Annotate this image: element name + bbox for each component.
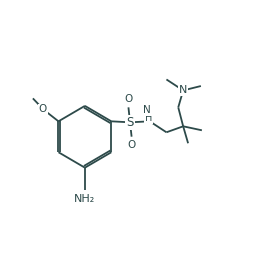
Text: S: S [126, 116, 134, 129]
Text: NH₂: NH₂ [74, 194, 96, 204]
Text: O: O [124, 94, 133, 104]
Text: N: N [179, 85, 187, 95]
Text: N: N [144, 105, 151, 115]
Text: O: O [128, 140, 136, 150]
Text: H: H [145, 113, 152, 123]
Text: O: O [39, 104, 47, 114]
